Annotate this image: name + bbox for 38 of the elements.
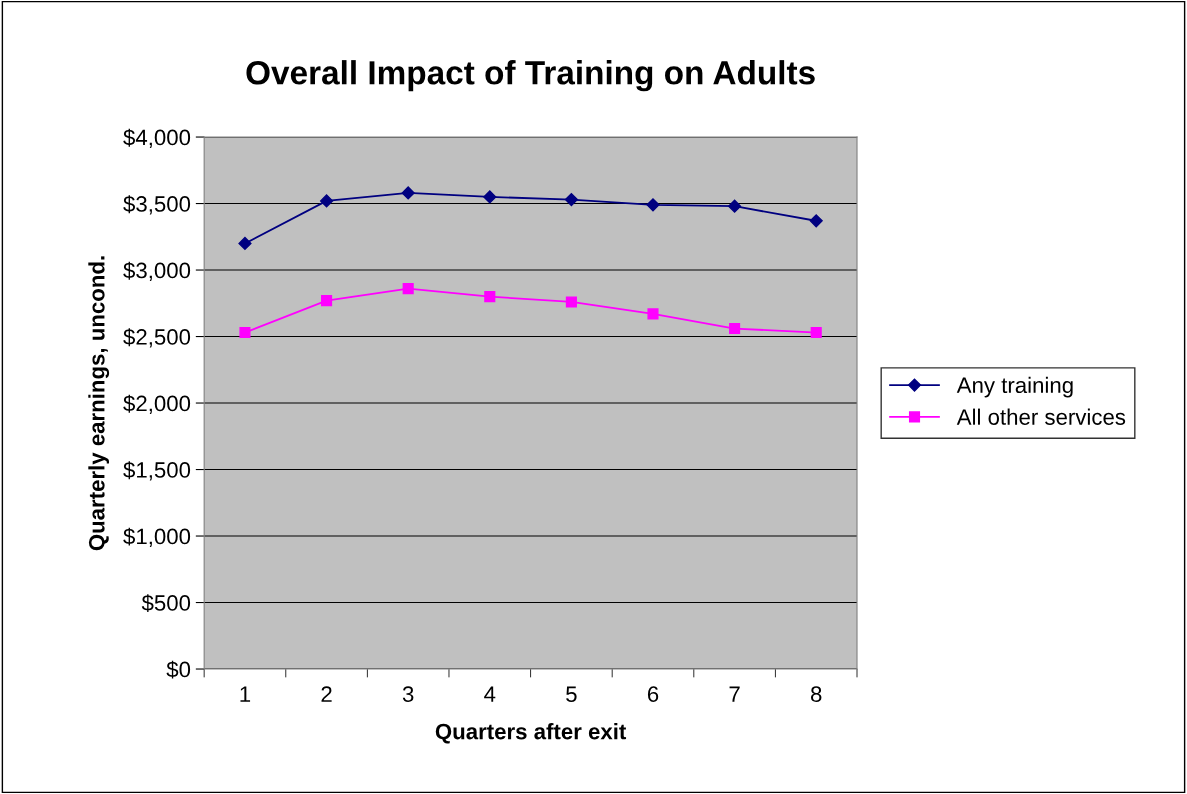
chart-title: Overall Impact of Training on Adults bbox=[246, 60, 815, 92]
point bbox=[729, 323, 741, 335]
point bbox=[564, 192, 578, 207]
x-tick-label: 2 bbox=[321, 686, 332, 702]
point bbox=[238, 236, 252, 251]
point bbox=[321, 295, 333, 307]
x-tick-label: 4 bbox=[484, 686, 496, 702]
x-tick-label: 7 bbox=[729, 686, 740, 702]
point bbox=[401, 186, 415, 200]
x-tick-label: 8 bbox=[811, 686, 822, 703]
point bbox=[319, 194, 334, 208]
point bbox=[402, 283, 414, 295]
legend-label: All other services bbox=[956, 408, 1126, 425]
y-tick-label: $4,000 bbox=[123, 128, 191, 148]
y-tick-label: $2,000 bbox=[123, 394, 191, 414]
y-tick-label: $3,000 bbox=[123, 261, 191, 281]
x-tick-label: 1 bbox=[240, 686, 251, 702]
point bbox=[484, 291, 496, 303]
x-tick-label: 3 bbox=[402, 686, 414, 703]
y-tick-label: $500 bbox=[141, 594, 191, 613]
x-axis-title: Quarters after exit bbox=[435, 723, 627, 744]
point bbox=[646, 198, 660, 212]
point bbox=[239, 326, 251, 339]
y-tick-label: $1,500 bbox=[123, 461, 191, 481]
x-tick-label: 5 bbox=[566, 686, 577, 703]
point bbox=[483, 190, 497, 204]
y-tick-label: $2,500 bbox=[123, 328, 191, 348]
legend-label: Any training bbox=[956, 376, 1073, 398]
point bbox=[565, 296, 577, 308]
point bbox=[647, 308, 659, 320]
y-axis-title: Quarterly earnings, uncond. bbox=[88, 256, 110, 551]
x-tick-label: 6 bbox=[647, 686, 659, 703]
point bbox=[810, 326, 822, 339]
point bbox=[809, 214, 823, 228]
y-tick-label: $1,000 bbox=[123, 527, 191, 547]
y-tick-label: $0 bbox=[166, 660, 191, 679]
y-tick-label: $3,500 bbox=[123, 195, 191, 215]
point bbox=[728, 199, 742, 213]
